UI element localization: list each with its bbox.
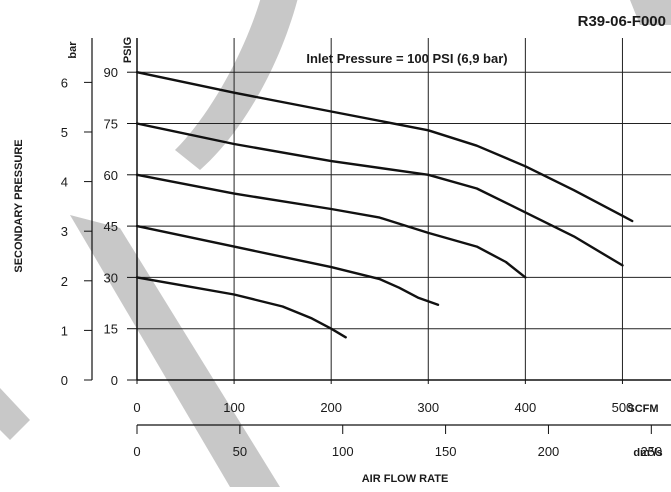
y-tick-label-psig: 0	[111, 373, 118, 388]
x-tick-label-scfm: 0	[133, 400, 140, 415]
y-tick-label-bar: 6	[61, 75, 68, 90]
y-tick-label-psig: 60	[104, 168, 118, 183]
axes	[84, 38, 671, 434]
y-tick-label-psig: 15	[104, 322, 118, 337]
x-tick-label-scfm: 300	[417, 400, 439, 415]
x-tick-label-scfm: 200	[320, 400, 342, 415]
inlet-pressure-annotation: Inlet Pressure = 100 PSI (6,9 bar)	[306, 51, 507, 66]
watermark-stroke	[175, 0, 298, 170]
x-tick-label-scfm: 100	[223, 400, 245, 415]
y-tick-label-bar: 1	[61, 323, 68, 338]
y-unit-primary: PSIG	[122, 37, 134, 63]
x-tick-label-scfm: 500	[612, 400, 634, 415]
y-tick-label-bar: 4	[61, 175, 68, 190]
y-tick-label-bar: 2	[61, 274, 68, 289]
y-tick-label-psig: 75	[104, 117, 118, 132]
labels: R39-06-F000 Inlet Pressure = 100 PSI (6,…	[13, 13, 666, 485]
y-tick-label-psig: 45	[104, 219, 118, 234]
watermark-stroke	[0, 388, 30, 440]
x-tick-label-scfm: 400	[515, 400, 537, 415]
y-tick-label-bar: 3	[61, 224, 68, 239]
watermark-stroke	[70, 215, 280, 487]
series-line-1	[135, 70, 634, 223]
y-tick-label-bar: 0	[61, 373, 68, 388]
series-line-4	[135, 224, 440, 306]
x-tick-label-dm3s: 150	[435, 444, 457, 459]
y-tick-label-bar: 5	[61, 125, 68, 140]
y-tick-label-psig: 90	[104, 65, 118, 80]
x-tick-label-dm3s: 50	[233, 444, 247, 459]
x-axis-title: AIR FLOW RATE	[362, 473, 449, 485]
x-tick-label-dm3s: 0	[133, 444, 140, 459]
series-line-5	[135, 276, 347, 339]
series-line-3	[135, 173, 527, 279]
x-tick-label-dm3s: 100	[332, 444, 354, 459]
x-tick-label-dm3s: 250	[640, 444, 662, 459]
chart-title: R39-06-F000	[578, 13, 666, 30]
series-line-2	[135, 122, 624, 267]
watermark-stroke	[630, 0, 671, 25]
x-unit-primary: SCFM	[627, 403, 658, 415]
y-unit-secondary: bar	[67, 41, 79, 59]
x-tick-label-dm3s: 200	[538, 444, 560, 459]
y-tick-label-psig: 30	[104, 270, 118, 285]
y-axis-title: SECONDARY PRESSURE	[13, 139, 25, 272]
x-unit-secondary: dm³/s	[633, 447, 662, 459]
series-group	[135, 70, 634, 339]
